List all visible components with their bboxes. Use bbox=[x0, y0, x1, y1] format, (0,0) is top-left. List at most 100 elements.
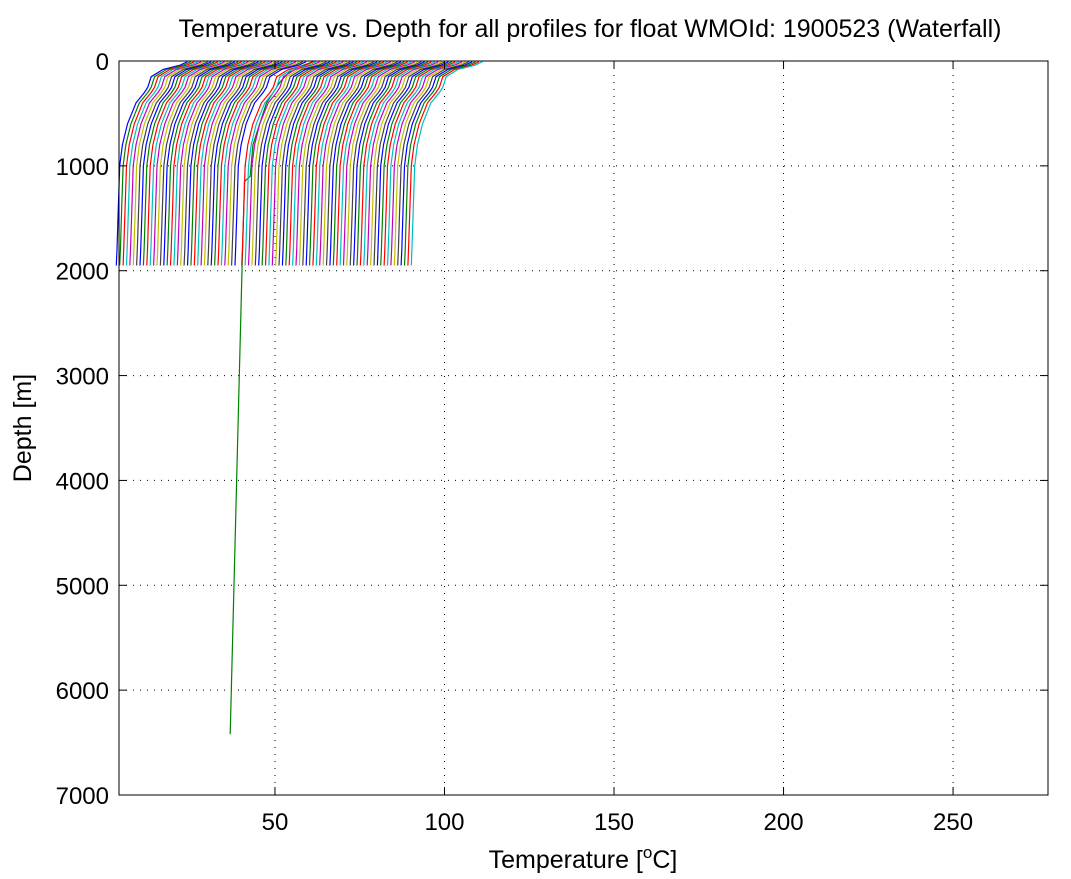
profile-line bbox=[353, 61, 425, 266]
axis-ticks: 50 100 150 200 250 0 1000 2000 3000 4000 5000 6000 7… bbox=[56, 49, 1048, 836]
axes-frame bbox=[118, 60, 1049, 796]
profile-line bbox=[292, 61, 364, 266]
profile-line bbox=[305, 61, 378, 266]
y-tick-label: 4000 bbox=[56, 468, 109, 495]
profile-line bbox=[295, 61, 368, 266]
plot-area bbox=[115, 60, 483, 735]
profile-line bbox=[386, 61, 459, 266]
profile-line bbox=[278, 61, 351, 266]
grid bbox=[119, 61, 1048, 795]
profile-line bbox=[370, 61, 442, 266]
profile-line bbox=[281, 61, 354, 266]
profile-line bbox=[390, 61, 462, 266]
profile-line bbox=[410, 61, 483, 266]
profile-line bbox=[156, 61, 229, 266]
profile-line bbox=[261, 61, 334, 266]
profile-line bbox=[298, 61, 371, 266]
profile-line bbox=[407, 61, 479, 266]
profile-line bbox=[159, 61, 232, 266]
profile-line bbox=[119, 61, 191, 266]
profile-line bbox=[231, 61, 303, 266]
profile-line bbox=[383, 61, 456, 266]
profile-line bbox=[339, 61, 412, 266]
profile-line bbox=[129, 61, 201, 266]
profile-line bbox=[285, 61, 357, 266]
profile-line bbox=[166, 61, 239, 266]
y-tick-label: 6000 bbox=[56, 678, 109, 705]
profile-line bbox=[319, 61, 391, 266]
y-tick-label: 5000 bbox=[56, 573, 109, 600]
profile-line bbox=[149, 61, 222, 266]
profile-line bbox=[403, 61, 476, 266]
profile-line bbox=[393, 61, 466, 266]
profile-line bbox=[258, 61, 330, 266]
profile-line bbox=[200, 61, 273, 266]
profile-line bbox=[251, 61, 323, 266]
profile-line bbox=[315, 61, 388, 266]
profile-line bbox=[271, 61, 344, 266]
y-tick-label: 3000 bbox=[56, 364, 109, 391]
y-tick-label: 2000 bbox=[56, 259, 109, 286]
profile-line bbox=[275, 61, 347, 266]
profile-line bbox=[241, 61, 313, 266]
profile-line bbox=[220, 61, 293, 266]
y-tick-label: 0 bbox=[96, 49, 109, 76]
profile-line bbox=[302, 61, 374, 266]
profile-line bbox=[397, 61, 469, 266]
profile-line bbox=[210, 61, 283, 266]
profile-line bbox=[227, 61, 300, 266]
profile-line bbox=[136, 61, 208, 266]
y-tick-label: 1000 bbox=[56, 154, 109, 181]
profile-line bbox=[132, 61, 205, 266]
profile-line bbox=[139, 61, 212, 266]
profile-line bbox=[268, 61, 340, 266]
y-tick-label: 7000 bbox=[56, 783, 109, 810]
profile-line bbox=[308, 61, 381, 266]
profile-line bbox=[329, 61, 401, 266]
y-axis-label: Depth [m] bbox=[9, 374, 37, 482]
profile-line bbox=[264, 61, 337, 266]
profile-line bbox=[380, 61, 452, 266]
profile-line bbox=[186, 61, 259, 266]
profile-line bbox=[207, 61, 279, 266]
profile-line bbox=[254, 61, 327, 266]
profile-line bbox=[180, 61, 252, 266]
profile-line bbox=[217, 61, 290, 266]
profile-line bbox=[336, 61, 408, 266]
profile-line bbox=[346, 61, 418, 266]
profile-line bbox=[288, 61, 361, 266]
profile-line bbox=[247, 61, 320, 266]
profile-line bbox=[173, 61, 245, 266]
profile-line bbox=[322, 61, 395, 266]
chart-title: Temperature vs. Depth for all profiles f… bbox=[178, 15, 1001, 43]
profile-line bbox=[163, 61, 235, 266]
profile-line bbox=[169, 61, 242, 266]
profile-line bbox=[400, 61, 473, 266]
profile-line bbox=[349, 61, 422, 266]
profile-line bbox=[359, 61, 432, 266]
x-tick-label: 50 bbox=[262, 809, 289, 836]
profile-line bbox=[183, 61, 256, 266]
profile-line bbox=[312, 61, 385, 266]
profile-line bbox=[342, 61, 415, 266]
profile-line bbox=[363, 61, 435, 266]
profile-line bbox=[373, 61, 446, 266]
profile-line bbox=[356, 61, 429, 266]
profile-line bbox=[142, 61, 215, 266]
x-tick-label: 150 bbox=[594, 809, 634, 836]
profile-line bbox=[176, 61, 249, 266]
profile-line bbox=[244, 61, 317, 266]
profile-line bbox=[193, 61, 266, 266]
profile-line bbox=[325, 61, 398, 266]
profile-line bbox=[234, 61, 307, 266]
profile-line bbox=[197, 61, 269, 266]
profile-line bbox=[146, 61, 218, 266]
profile-line bbox=[153, 61, 225, 266]
x-tick-label: 100 bbox=[424, 809, 464, 836]
x-tick-label: 250 bbox=[933, 809, 973, 836]
profile-line bbox=[332, 61, 405, 266]
profile-line bbox=[224, 61, 296, 266]
profile-line bbox=[203, 61, 276, 266]
